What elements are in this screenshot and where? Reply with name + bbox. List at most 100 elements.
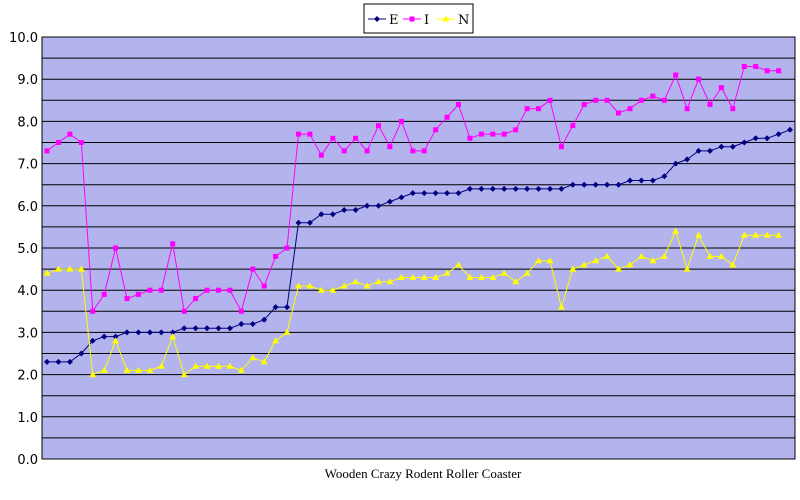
data-point-i	[456, 102, 461, 107]
data-point-i	[558, 144, 564, 150]
data-point-i	[78, 140, 84, 145]
data-point-e	[764, 135, 771, 142]
data-point-i	[673, 72, 679, 78]
data-point-n	[272, 337, 280, 344]
data-point-i	[284, 245, 290, 251]
data-point-i	[444, 114, 450, 120]
data-point-e	[364, 202, 371, 209]
data-point-i	[410, 148, 416, 154]
data-point-n	[237, 366, 245, 373]
data-point-n	[603, 252, 611, 259]
legend-label-i: I	[424, 13, 429, 28]
data-point-e	[615, 181, 622, 188]
data-point-i	[296, 131, 301, 137]
data-point-n	[409, 274, 417, 280]
data-point-e	[535, 185, 542, 192]
data-point-i	[158, 287, 164, 293]
data-point-e	[89, 337, 96, 344]
data-point-n	[134, 366, 142, 373]
data-point-i	[501, 131, 507, 137]
y-tick-label: 10.0	[9, 31, 38, 46]
y-tick-label: 3.0	[17, 326, 38, 341]
data-point-i	[398, 118, 404, 124]
data-point-i	[135, 291, 141, 297]
data-point-e	[684, 156, 691, 163]
data-point-i	[364, 148, 370, 154]
data-point-i	[718, 85, 724, 91]
data-point-n	[192, 362, 200, 369]
data-point-e	[512, 185, 519, 192]
data-point-e	[124, 329, 130, 336]
data-point-i	[524, 106, 530, 112]
data-point-n	[352, 278, 360, 285]
data-point-i	[616, 110, 621, 116]
data-point-i	[490, 131, 496, 137]
legend-label-e: E	[389, 13, 399, 28]
data-point-i	[216, 287, 221, 293]
data-point-i	[273, 253, 279, 259]
data-point-n	[683, 265, 691, 272]
data-point-i	[421, 148, 427, 154]
data-point-e	[501, 185, 508, 192]
data-point-n	[226, 362, 234, 369]
data-point-e	[558, 185, 565, 192]
data-point-n	[363, 282, 371, 289]
data-point-e	[306, 219, 313, 226]
data-point-i	[181, 308, 187, 314]
data-point-n	[420, 274, 428, 280]
data-point-n	[100, 366, 108, 373]
y-tick-label: 0.0	[17, 453, 38, 468]
data-point-e	[638, 177, 645, 184]
data-point-e	[524, 185, 531, 192]
data-point-e	[169, 329, 176, 336]
data-point-n	[512, 278, 520, 285]
data-point-e	[398, 194, 405, 201]
data-point-e	[707, 147, 713, 154]
data-point-i	[433, 127, 439, 133]
data-point-i	[684, 106, 690, 112]
data-point-n	[146, 366, 154, 373]
data-point-n	[89, 371, 97, 378]
data-point-n	[706, 252, 714, 259]
data-point-e	[181, 325, 188, 332]
y-tick-label: 1.0	[17, 411, 38, 426]
data-point-i	[730, 106, 736, 112]
data-point-n	[729, 261, 737, 268]
data-point-e	[135, 329, 142, 336]
data-point-i	[547, 97, 553, 103]
data-point-n	[397, 274, 405, 280]
data-point-e	[375, 202, 382, 209]
legend-marker-i	[409, 16, 415, 22]
data-point-i	[67, 131, 73, 137]
data-point-i	[238, 308, 244, 314]
data-point-i	[661, 97, 667, 103]
data-point-i	[707, 102, 713, 107]
data-point-i	[638, 97, 644, 103]
legend-marker-e	[374, 16, 380, 22]
data-point-i	[250, 266, 256, 272]
data-point-n	[523, 269, 531, 276]
data-point-e	[569, 181, 576, 188]
data-point-e	[787, 126, 793, 133]
data-point-n	[215, 362, 222, 369]
data-point-e	[238, 321, 245, 327]
data-point-i	[147, 287, 153, 293]
data-point-i	[776, 68, 782, 74]
data-point-i	[341, 148, 347, 154]
data-point-n	[123, 366, 131, 373]
data-point-n	[557, 303, 565, 310]
data-point-e	[649, 177, 656, 184]
data-point-e	[318, 211, 325, 218]
data-point-n	[763, 231, 771, 238]
data-point-n	[432, 274, 440, 280]
data-point-n	[740, 231, 748, 238]
data-point-e	[695, 147, 702, 154]
data-point-e	[478, 185, 485, 192]
data-point-e	[444, 190, 451, 197]
data-point-i	[467, 135, 473, 141]
data-point-n	[375, 278, 382, 285]
data-point-e	[466, 185, 473, 192]
data-point-i	[478, 131, 484, 137]
data-point-e	[66, 358, 73, 365]
data-point-n	[157, 362, 165, 369]
